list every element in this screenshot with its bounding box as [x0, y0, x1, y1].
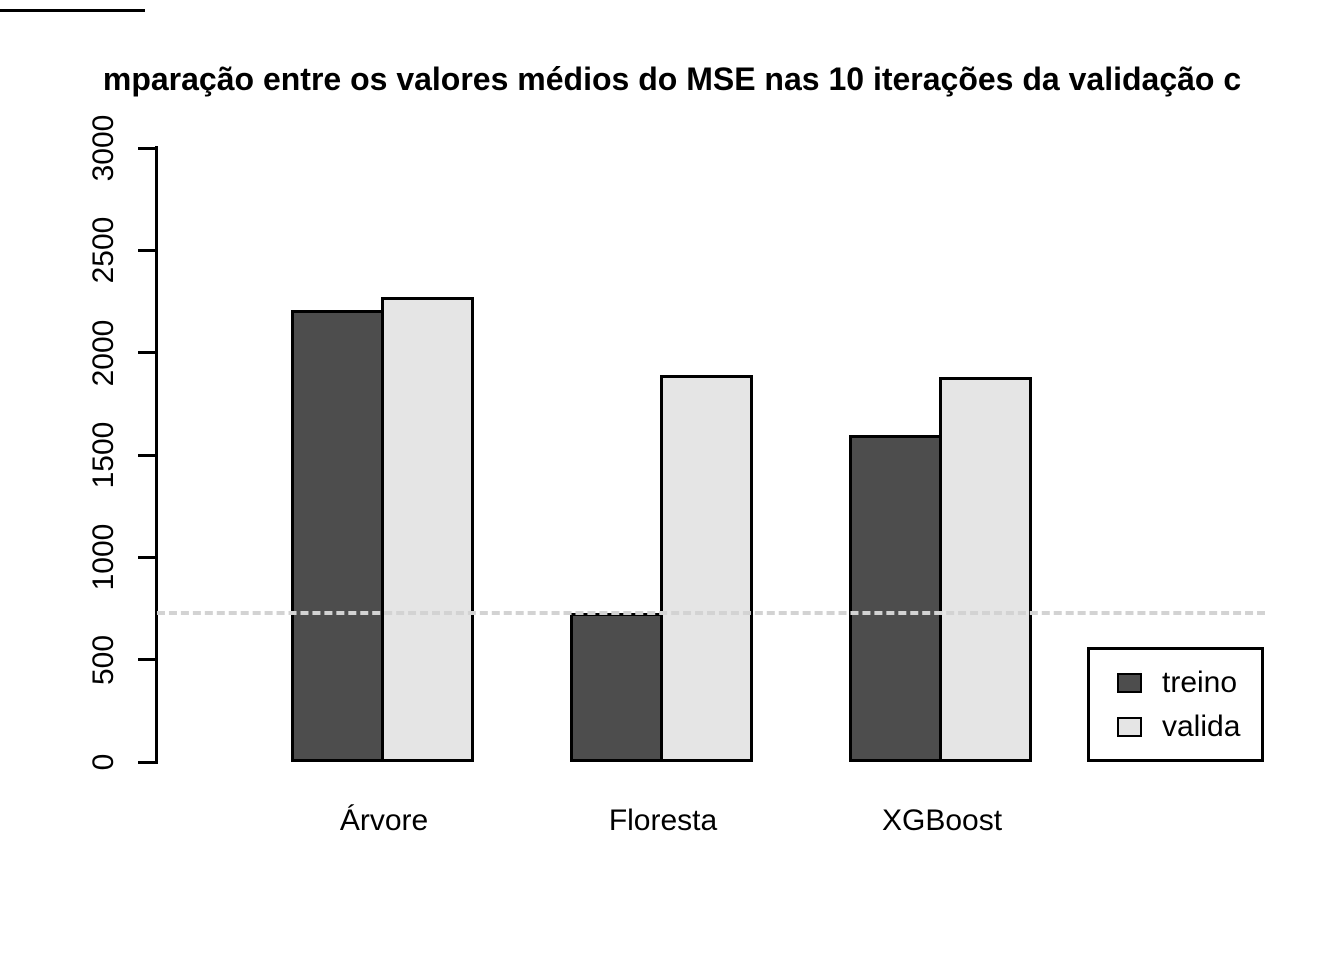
legend-item-treino: treino — [1117, 665, 1261, 699]
y-axis-tick — [138, 658, 157, 662]
x-axis-label-xgboost: XGBoost — [881, 804, 1003, 837]
legend-swatch-treino — [1117, 672, 1142, 693]
bar-treino-floresta — [570, 613, 663, 762]
y-axis-tick-label: 1500 — [87, 421, 120, 489]
bar-valida-xgboost — [939, 377, 1032, 762]
legend-swatch-valida — [1117, 716, 1142, 737]
legend: treino valida — [1087, 647, 1264, 762]
bar-treino-xgboost — [849, 435, 942, 762]
legend-label-treino: treino — [1162, 665, 1238, 699]
y-axis-tick — [138, 248, 157, 252]
y-axis-tick — [138, 146, 157, 150]
y-axis-tick — [138, 760, 157, 764]
y-axis-tick — [138, 453, 157, 457]
chart-title: mparação entre os valores médios do MSE … — [102, 63, 1242, 97]
reference-line — [157, 610, 1265, 615]
y-axis-tick-label: 500 — [87, 634, 120, 685]
bar-valida-floresta — [660, 375, 753, 762]
y-axis-tick-label: 1000 — [87, 523, 120, 591]
y-axis-tick-label: 0 — [87, 753, 120, 771]
y-axis-tick — [138, 351, 157, 355]
y-axis-tick-label: 3000 — [87, 114, 120, 182]
bar-valida-árvore — [381, 297, 474, 762]
y-axis-tick-label: 2500 — [87, 216, 120, 284]
y-axis-tick — [138, 555, 157, 559]
top-left-crop-line — [0, 9, 145, 12]
x-axis-label-árvore: Árvore — [339, 804, 429, 837]
legend-label-valida: valida — [1162, 709, 1241, 743]
legend-item-valida: valida — [1117, 709, 1261, 743]
bar-treino-árvore — [291, 310, 384, 762]
x-axis-label-floresta: Floresta — [608, 804, 718, 837]
y-axis-tick-label: 2000 — [87, 319, 120, 387]
